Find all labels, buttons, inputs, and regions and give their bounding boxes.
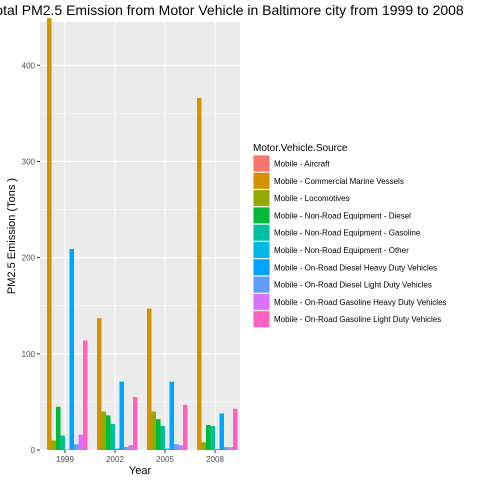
bar [219,413,224,450]
bar [106,415,111,450]
bar [115,448,120,450]
x-tick-label: 2005 [156,455,174,464]
legend: Motor.Vehicle.Source Mobile - Aircraft Mo… [253,143,447,328]
legend-swatch [253,190,270,207]
bar [51,440,56,450]
bar [160,425,165,450]
bar [174,444,179,450]
legend-swatch [253,207,270,224]
legend-label: Mobile - On-Road Gasoline Heavy Duty Veh… [274,298,447,307]
y-tick-label: 0 [31,446,36,455]
bar [101,411,106,450]
legend-label: Mobile - On-Road Diesel Light Duty Vehic… [274,281,432,290]
bar [178,445,183,450]
legend-swatch [253,311,270,328]
bar [110,424,115,450]
x-axis-title: Year [129,465,152,477]
legend-label: Mobile - Aircraft [274,160,330,169]
bar [228,447,233,450]
bar [151,411,156,450]
legend-label: Mobile - Locomotives [274,194,350,203]
bar [47,18,52,451]
y-tick-label: 300 [22,157,36,166]
bar [128,445,133,450]
x-tick-label: 1999 [56,455,74,464]
legend-swatch [253,224,270,241]
bar [165,448,170,450]
legend-swatch [253,172,270,189]
legend-swatch [253,293,270,310]
bar [210,425,215,450]
bar [201,442,206,450]
legend-label: Mobile - Non-Road Equipment - Other [274,246,409,255]
bar [69,248,74,450]
bar [215,449,220,450]
bar [233,408,238,450]
x-axis: 1999 2002 2005 2008 [56,450,224,464]
bar [97,318,102,450]
bar [74,444,79,450]
legend-title: Motor.Vehicle.Source [253,143,348,154]
y-tick-label: 200 [22,254,36,263]
bar [78,434,83,450]
bar [169,381,174,450]
legend-label: Mobile - Non-Road Equipment - Gasoline [274,229,421,238]
bar [224,447,229,450]
bar [156,419,161,450]
legend-label: Mobile - On-Road Gasoline Light Duty Veh… [274,315,441,324]
bar [147,308,152,450]
legend-label: Mobile - On-Road Diesel Heavy Duty Vehic… [274,263,437,272]
legend-swatch [253,242,270,258]
bar [206,424,211,450]
legend-swatch [253,259,270,276]
x-tick-label: 2002 [106,455,124,464]
bar [60,435,65,450]
bar [119,381,124,450]
y-tick-label: 100 [22,350,36,359]
y-tick-label: 400 [22,61,36,70]
legend-swatch [253,155,270,172]
legend-label: Mobile - Non-Road Equipment - Diesel [274,211,411,220]
bar [56,406,61,450]
y-axis-title: PM2.5 Emission (Tons ) [6,178,18,294]
legend-label: Mobile - Commercial Marine Vessels [274,177,404,186]
y-axis: 0 100 200 300 400 [22,61,40,455]
x-tick-label: 2008 [206,455,224,464]
bar [83,340,88,450]
bar [183,404,188,450]
bar [124,447,129,450]
bars [47,18,238,451]
bar [197,97,202,450]
legend-swatch [253,276,270,293]
chart-title: Total PM2.5 Emission from Motor Vehicle … [0,2,464,18]
bar [133,397,138,450]
